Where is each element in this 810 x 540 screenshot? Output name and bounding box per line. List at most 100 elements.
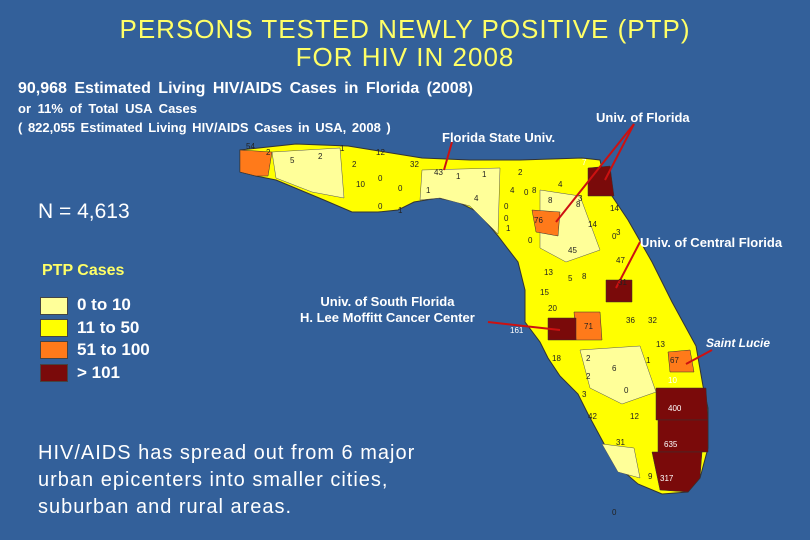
estimated-cases-text: 90,968 Estimated Living HIV/AIDS Cases i… — [18, 80, 473, 97]
county-value-label: 71 — [584, 322, 593, 331]
county-value-label: 7 — [582, 158, 587, 167]
pointer-saint-lucie — [685, 349, 713, 365]
pointer-usf — [487, 321, 561, 331]
county-value-label: 14 — [588, 220, 597, 229]
county-value-label: 4 — [558, 180, 563, 189]
county-value-label: 161 — [510, 326, 524, 335]
county-value-label: 1 — [398, 206, 403, 215]
county-value-label: 43 — [434, 168, 443, 177]
county-value-label: 3 — [616, 228, 621, 237]
county-value-label: 10 — [356, 180, 365, 189]
county-value-label: 0 — [378, 202, 383, 211]
title-line-1: PERSONS TESTED NEWLY POSITIVE (PTP) — [119, 14, 691, 44]
title-line-2: FOR HIV IN 2008 — [295, 42, 515, 72]
county-value-label: 1 — [340, 144, 345, 153]
county-value-label: 12 — [630, 412, 639, 421]
county-value-label: 1 — [506, 224, 511, 233]
broward-county — [657, 419, 709, 453]
county-value-label: 10 — [668, 376, 677, 385]
usf-line-1: Univ. of South Florida — [320, 294, 455, 309]
county-value-label: 1 — [482, 170, 487, 179]
county-value-label: 2 — [518, 168, 523, 177]
southwest-rural-region — [579, 345, 657, 405]
county-value-label: 42 — [588, 412, 597, 421]
county-value-label: 15 — [540, 288, 549, 297]
legend-label-2: 51 to 100 — [77, 340, 150, 359]
county-value-label: 32 — [410, 160, 419, 169]
caption-line-2: urban epicenters into smaller cities, — [38, 469, 389, 491]
county-value-label: 8 — [582, 272, 587, 281]
hillsborough-county — [547, 317, 577, 341]
county-value-label: 32 — [648, 316, 657, 325]
county-value-label: 0 — [398, 184, 403, 193]
county-value-label: 20 — [548, 304, 557, 313]
county-value-label: 4 — [510, 186, 515, 195]
county-value-label: 8 — [548, 196, 553, 205]
n-count: N = 4,613 — [38, 200, 130, 223]
county-value-label: 0 — [504, 214, 509, 223]
county-value-label: 14 — [610, 204, 619, 213]
palm-beach-county — [655, 387, 709, 421]
county-value-label: 2 — [352, 160, 357, 169]
caption-line-1: HIV/AIDS has spread out from 6 major — [38, 442, 416, 464]
central-rural-region — [539, 189, 601, 263]
usa-cases-text: ( 822,055 Estimated Living HIV/AIDS Case… — [18, 120, 391, 135]
legend-swatch-1 — [40, 319, 68, 337]
county-value-label: 8 — [576, 200, 581, 209]
county-value-label: 6 — [612, 364, 617, 373]
county-value-label: 1 — [646, 356, 651, 365]
county-value-label: 0 — [612, 508, 617, 517]
county-value-label: 0 — [612, 232, 617, 241]
county-value-label: 0 — [504, 202, 509, 211]
label-univ-of-florida: Univ. of Florida — [596, 110, 690, 125]
pointer-uf-duval — [604, 123, 635, 181]
county-value-label: 31 — [618, 278, 627, 287]
county-value-label: 9 — [648, 472, 653, 481]
county-value-label: 0 — [528, 236, 533, 245]
label-univ-of-central-florida: Univ. of Central Florida — [640, 235, 783, 250]
county-value-label: 2 — [318, 152, 323, 161]
legend-swatch-0 — [40, 297, 68, 315]
county-value-label: 12 — [376, 148, 385, 157]
orange-county — [605, 279, 633, 303]
county-value-label: 3 — [578, 194, 583, 203]
county-value-label: 36 — [626, 316, 635, 325]
alachua-county — [531, 209, 561, 237]
pointer-ucf — [615, 241, 641, 289]
legend-label-3: > 101 — [77, 363, 121, 382]
county-value-label: 2 — [586, 354, 591, 363]
label-univ-of-south-florida: Univ. of South Florida H. Lee Moffitt Ca… — [300, 294, 475, 326]
county-value-label: 4 — [474, 194, 479, 203]
county-value-label: 2 — [586, 372, 591, 381]
bottom-caption: HIV/AIDS has spread out from 6 major urb… — [38, 440, 415, 521]
legend-swatch-3 — [40, 364, 68, 382]
miami-dade-county — [651, 451, 703, 493]
county-value-label: 0 — [524, 188, 529, 197]
legend-swatch-2 — [40, 341, 68, 359]
county-value-label: 5 — [290, 156, 295, 165]
county-value-label: 54 — [246, 142, 255, 151]
escambia-county — [239, 149, 273, 177]
keys-region — [601, 443, 641, 479]
usf-line-2: H. Lee Moffitt Cancer Center — [300, 310, 475, 325]
county-value-label: 635 — [664, 440, 678, 449]
panhandle-rural-region — [271, 147, 345, 199]
label-florida-state-univ: Florida State Univ. — [442, 130, 556, 145]
pointer-fsu — [443, 141, 453, 171]
county-value-label: 3 — [582, 390, 587, 399]
county-value-label: 13 — [656, 340, 665, 349]
county-value-label: 2 — [266, 148, 271, 157]
county-value-label: 5 — [568, 274, 573, 283]
county-value-label: 45 — [568, 246, 577, 255]
county-value-label: 31 — [616, 438, 625, 447]
big-bend-region — [419, 167, 501, 235]
percent-usa-text: or 11% of Total USA Cases — [18, 101, 197, 116]
county-value-label: 8 — [532, 186, 537, 195]
county-value-label: 67 — [670, 356, 679, 365]
county-value-label: 400 — [668, 404, 682, 413]
county-value-label: 1 — [426, 186, 431, 195]
county-value-label: 0 — [378, 174, 383, 183]
county-value-label: 13 — [544, 268, 553, 277]
legend-title: PTP Cases — [42, 262, 125, 279]
